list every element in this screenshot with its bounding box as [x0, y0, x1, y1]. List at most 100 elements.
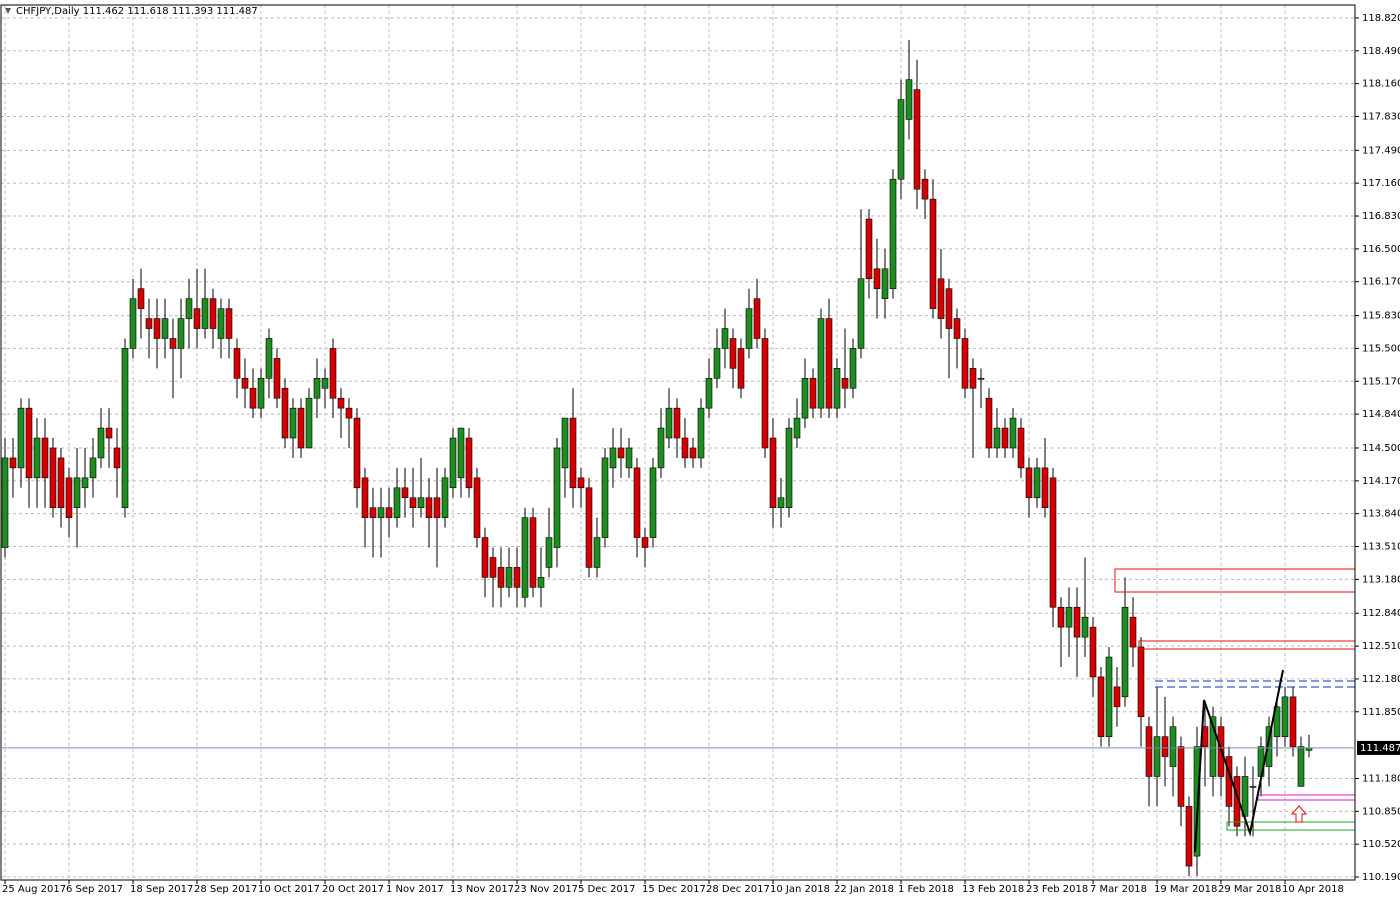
candle-body: [657, 427, 665, 469]
candle-body: [897, 99, 905, 180]
candle-body: [937, 278, 945, 319]
candle-body: [1273, 706, 1281, 737]
candle-body: [913, 89, 921, 190]
candle-body: [1121, 606, 1129, 698]
candle-body: [649, 467, 657, 538]
candle-body: [1281, 696, 1289, 737]
candle-body: [121, 348, 129, 509]
y-tick-label: 110.850: [1362, 806, 1400, 817]
candle-body: [361, 477, 369, 518]
chart-title: CHFJPY,Daily 111.462 111.618 111.393 111…: [16, 6, 258, 17]
candle-body: [1129, 616, 1137, 648]
candle-body: [137, 288, 145, 309]
candle-body: [401, 487, 409, 499]
x-tick-label: 18 Sep 2017: [130, 884, 193, 895]
candle-body: [809, 377, 817, 409]
x-tick-label: 6 Sep 2017: [66, 884, 123, 895]
candle-body: [617, 447, 625, 459]
candle-body: [209, 298, 217, 329]
candle-body: [265, 338, 273, 379]
candle-body: [529, 517, 537, 588]
candles: [1, 39, 1313, 877]
candle-body: [369, 507, 377, 518]
candle-body: [537, 577, 545, 588]
candle-body: [1081, 616, 1089, 638]
candle-body: [777, 497, 785, 509]
y-tick-label: 115.170: [1362, 376, 1400, 387]
candle-body: [857, 278, 865, 349]
candle-body: [65, 477, 73, 518]
x-tick-label: 10 Jan 2018: [770, 884, 830, 895]
candle-body: [1033, 467, 1041, 499]
candle-body: [545, 537, 553, 568]
y-tick-label: 113.840: [1362, 509, 1400, 520]
x-tick-label: 10 Oct 2017: [258, 884, 320, 895]
candle-body: [1001, 427, 1009, 449]
x-tick-label: 22 Jan 2018: [834, 884, 894, 895]
candle-body: [241, 377, 249, 389]
candle-body: [497, 567, 505, 588]
y-tick-label: 118.160: [1362, 79, 1400, 90]
candle-body: [609, 447, 617, 469]
candle-body: [921, 178, 929, 200]
candle-body: [969, 368, 977, 389]
candle-body: [993, 427, 1001, 449]
candle-body: [57, 457, 65, 509]
candle-body: [553, 447, 561, 548]
x-tick-label: 13 Nov 2017: [450, 884, 514, 895]
x-tick-label: 19 Mar 2018: [1154, 884, 1217, 895]
candle-body: [1, 457, 9, 548]
x-tick-label: 23 Nov 2017: [514, 884, 578, 895]
y-tick-label: 114.170: [1362, 476, 1400, 487]
title-icon: [5, 8, 11, 14]
candle-body: [1017, 427, 1025, 469]
candle-body: [745, 308, 753, 349]
candle-body: [425, 497, 433, 518]
candle-body: [833, 368, 841, 409]
candle-body: [81, 477, 89, 489]
x-tick-label: 1 Feb 2018: [898, 884, 954, 895]
y-tick-label: 112.180: [1362, 674, 1400, 685]
candle-body: [105, 427, 113, 439]
candle-body: [1065, 606, 1073, 628]
candle-body: [353, 417, 361, 489]
candle-body: [393, 487, 401, 518]
candle-body: [1105, 656, 1113, 737]
candle-body: [769, 437, 777, 509]
candle-body: [321, 377, 329, 389]
candle-body: [985, 397, 993, 449]
candle-body: [145, 318, 153, 329]
candle-body: [257, 377, 265, 409]
y-tick-label: 110.520: [1362, 839, 1400, 850]
candle-body: [9, 457, 17, 469]
candle-body: [793, 417, 801, 439]
candle-body: [673, 407, 681, 439]
y-tick-label: 110.190: [1362, 872, 1400, 883]
candle-body: [881, 268, 889, 299]
candle-body: [753, 298, 761, 339]
y-tick-label: 116.830: [1362, 211, 1400, 222]
candle-body: [249, 387, 257, 409]
candle-body: [729, 338, 737, 369]
candle-body: [569, 417, 577, 489]
candle-body: [1153, 736, 1161, 777]
candle-body: [1057, 606, 1065, 628]
candle-body: [473, 477, 481, 538]
candle-body: [345, 407, 353, 419]
y-tick-label: 113.180: [1362, 574, 1400, 585]
candle-body: [1041, 467, 1049, 509]
candle-body: [385, 507, 393, 518]
candle-body: [169, 338, 177, 349]
candle-body: [961, 338, 969, 389]
x-tick-label: 25 Aug 2017: [2, 884, 66, 895]
candle-body: [721, 328, 729, 349]
y-tick-label: 113.510: [1362, 542, 1400, 553]
candle-body: [49, 447, 57, 509]
y-tick-label: 112.840: [1362, 608, 1400, 619]
candle-body: [97, 427, 105, 459]
candle-body: [1113, 686, 1121, 708]
candle-body: [233, 348, 241, 379]
candle-body: [641, 537, 649, 548]
candle-body: [1145, 726, 1153, 777]
candle-body: [785, 427, 793, 509]
